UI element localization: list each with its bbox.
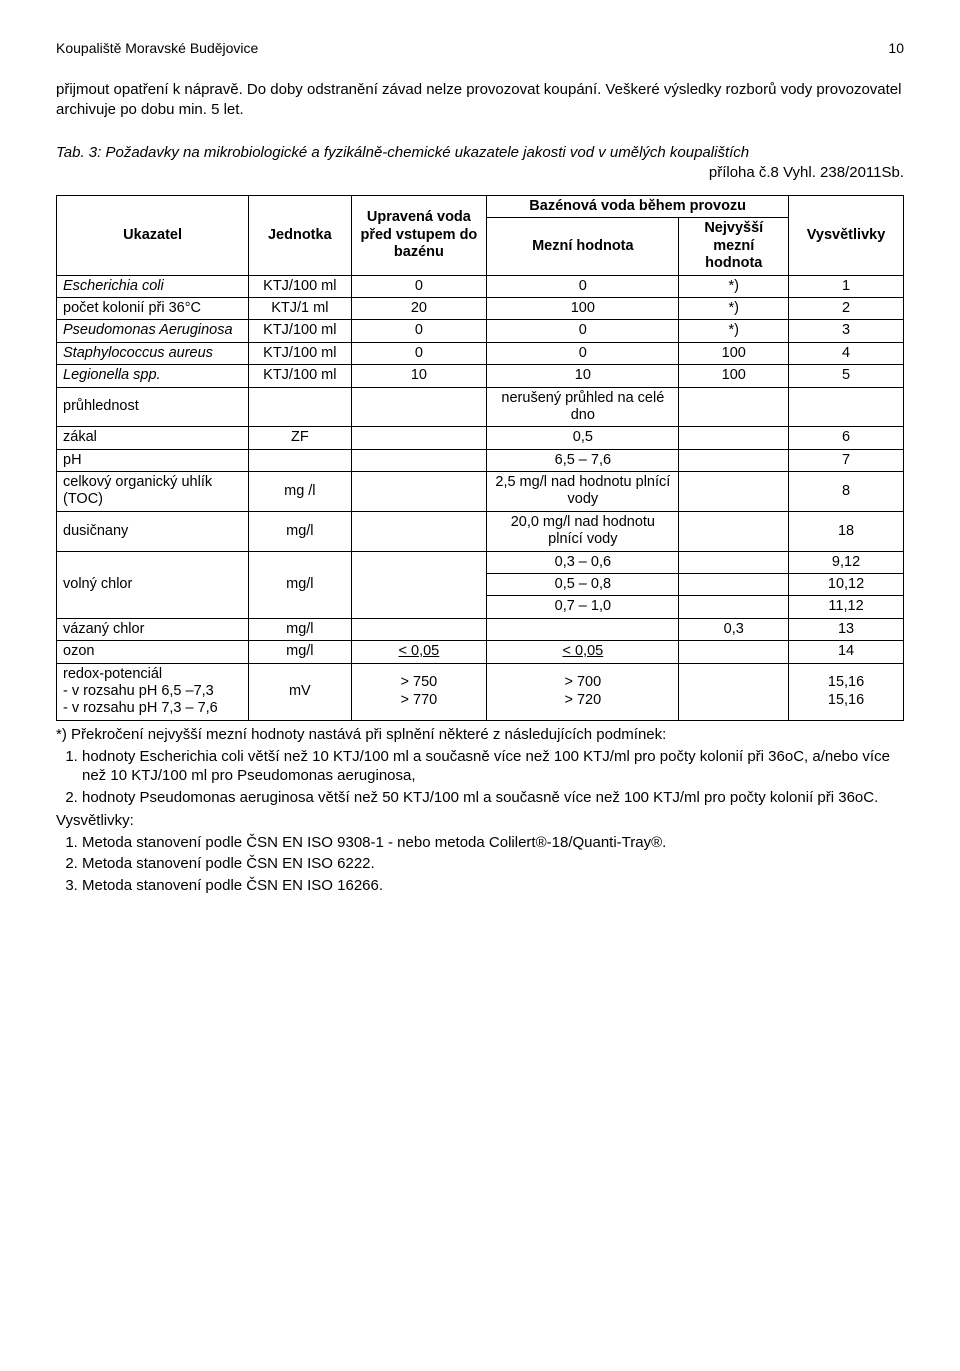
caption-regulation: příloha č.8 Vyhl. 238/2011Sb. [56, 164, 904, 181]
explanation-item: Metoda stanovení podle ČSN EN ISO 9308-1… [82, 833, 904, 853]
conditions-list: hodnoty Escherichia coli větší než 10 KT… [56, 747, 904, 808]
intro-paragraph: přijmout opatření k nápravě. Do doby ods… [56, 80, 904, 121]
explanation-item: Metoda stanovení podle ČSN EN ISO 6222. [82, 854, 904, 874]
table-row: Pseudomonas Aeruginosa KTJ/100 ml 0 0 *)… [57, 320, 904, 342]
th-vysvetlivky: Vysvětlivky [789, 196, 904, 276]
page-header: Koupaliště Moravské Budějovice 10 [56, 40, 904, 56]
th-jednotka: Jednotka [249, 196, 351, 276]
th-bazen-group: Bazénová voda během provozu [487, 196, 789, 218]
footnote-star: *) Překročení nejvyšší mezní hodnoty nas… [56, 725, 904, 745]
table-row: vázaný chlor mg/l 0,3 13 [57, 618, 904, 640]
table-row: průhlednost nerušený průhled na celé dno [57, 387, 904, 427]
table-row: pH 6,5 – 7,6 7 [57, 449, 904, 471]
header-page-number: 10 [888, 40, 904, 56]
table-row: ozon mg/l < 0,05 < 0,05 14 [57, 641, 904, 663]
table-row: počet kolonií při 36°C KTJ/1 ml 20 100 *… [57, 297, 904, 319]
header-left: Koupaliště Moravské Budějovice [56, 40, 258, 56]
th-upravena: Upravená voda před vstupem do bazénu [351, 196, 487, 276]
th-nejvyssi: Nejvyšší mezní hodnota [679, 218, 789, 275]
table-row: dusičnany mg/l 20,0 mg/l nad hodnotu pln… [57, 511, 904, 551]
condition-item: hodnoty Pseudomonas aeruginosa větší než… [82, 788, 904, 808]
explanations-heading: Vysvětlivky: [56, 811, 904, 831]
condition-item: hodnoty Escherichia coli větší než 10 KT… [82, 747, 904, 786]
explanations-list: Metoda stanovení podle ČSN EN ISO 9308-1… [56, 833, 904, 896]
table-row: redox-potenciál - v rozsahu pH 6,5 –7,3 … [57, 663, 904, 720]
th-mezni: Mezní hodnota [487, 218, 679, 275]
table-row: zákal ZF 0,5 6 [57, 427, 904, 449]
table-row: Staphylococcus aureus KTJ/100 ml 0 0 100… [57, 342, 904, 364]
requirements-table: Ukazatel Jednotka Upravená voda před vst… [56, 195, 904, 721]
th-ukazatel: Ukazatel [57, 196, 249, 276]
table-row: celkový organický uhlík (TOC) mg /l 2,5 … [57, 472, 904, 512]
table-row: Escherichia coli KTJ/100 ml 0 0 *) 1 [57, 275, 904, 297]
explanation-item: Metoda stanovení podle ČSN EN ISO 16266. [82, 876, 904, 896]
table-row: Legionella spp. KTJ/100 ml 10 10 100 5 [57, 365, 904, 387]
table-row: volný chlor mg/l 0,3 – 0,6 9,12 [57, 551, 904, 573]
table-caption: Tab. 3: Požadavky na mikrobiologické a f… [56, 143, 904, 163]
